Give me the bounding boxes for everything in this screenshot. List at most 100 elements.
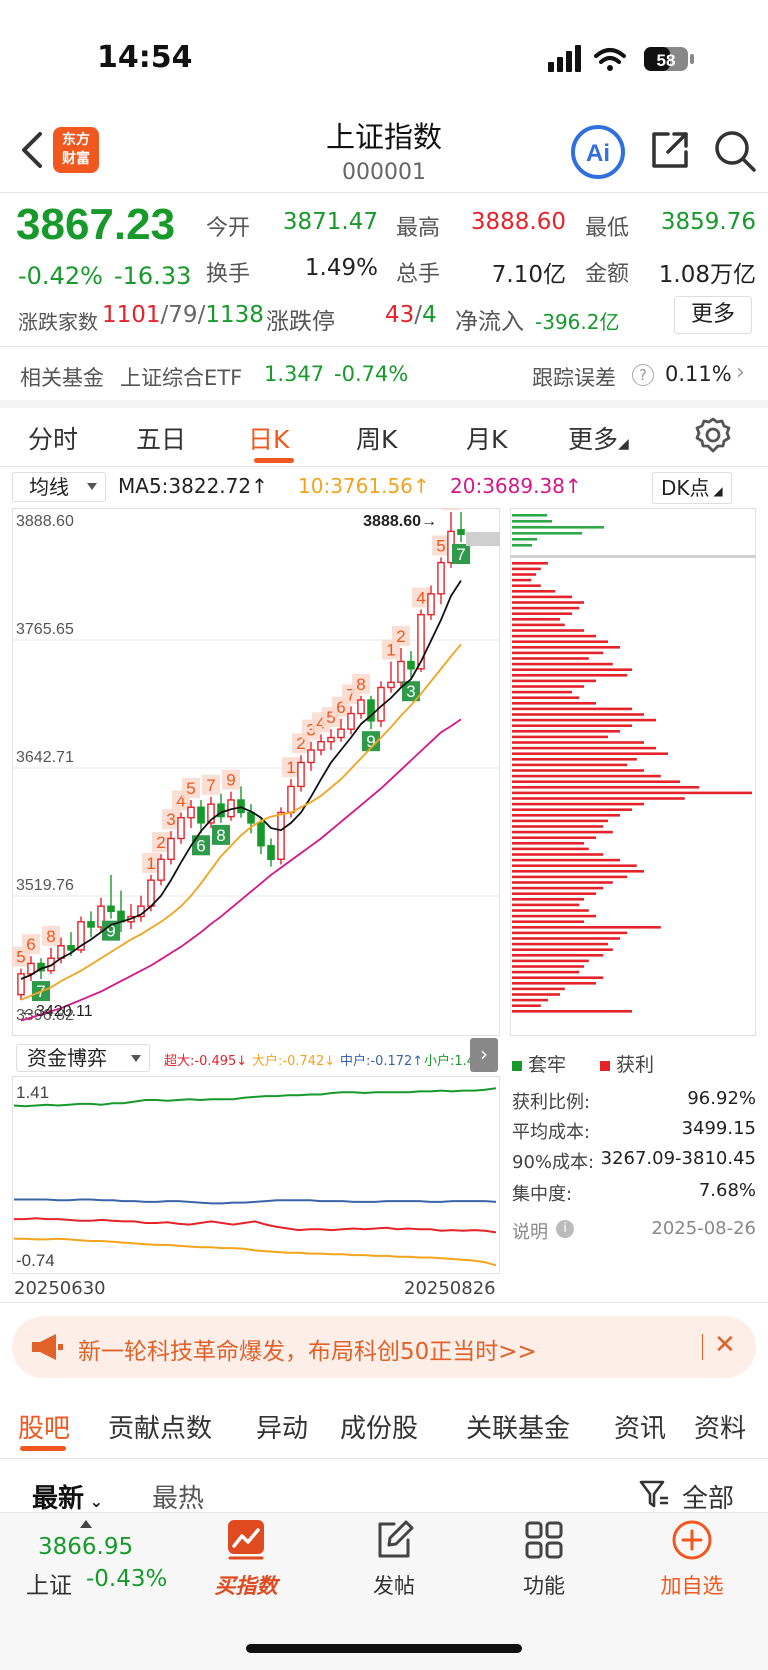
- caret-up-icon[interactable]: [80, 1520, 92, 1528]
- search-icon[interactable]: [712, 128, 758, 174]
- tab-monthly-k[interactable]: 月K: [466, 425, 508, 454]
- net-inflow-value: -396.2亿: [535, 310, 620, 334]
- net-inflow-label: 净流入: [455, 309, 524, 335]
- chip-bar-profit: [512, 713, 644, 716]
- candle-body: [267, 845, 275, 861]
- post-button[interactable]: 发帖: [334, 1518, 454, 1600]
- chip-bar-profit: [512, 976, 604, 979]
- info-icon[interactable]: i: [556, 1220, 574, 1238]
- filter-icon[interactable]: [638, 1478, 670, 1510]
- date-start: 20250630: [14, 1278, 106, 1299]
- y-tick-label: 3765.65: [16, 621, 74, 638]
- divider: [0, 466, 768, 467]
- chip-bar-profit: [512, 802, 644, 806]
- chip-bar-profit: [512, 752, 668, 755]
- avg-cost-label: 平均成本:: [512, 1122, 591, 1143]
- divider: [702, 1334, 703, 1360]
- nav-percent[interactable]: -0.43%: [86, 1566, 168, 1592]
- help-icon[interactable]: ?: [632, 364, 654, 386]
- candle-body: [297, 761, 305, 788]
- limit-label: 涨跌停: [266, 309, 335, 335]
- chip-bar-profit: [512, 920, 584, 923]
- y-tick-label: 3642.71: [16, 749, 74, 766]
- app-logo[interactable]: 东方 财富: [53, 127, 99, 173]
- chip-note[interactable]: 说明: [512, 1222, 548, 1243]
- chip-bar-profit: [512, 797, 685, 800]
- chip-bar-trap: [512, 544, 532, 547]
- chip-bar-profit: [512, 914, 596, 918]
- open-value: 3871.47: [282, 209, 378, 235]
- chevron-right-icon[interactable]: ›: [736, 360, 745, 385]
- more-button[interactable]: 更多: [674, 296, 752, 334]
- tab-guba[interactable]: 股吧: [18, 1414, 71, 1444]
- td-marker-label: 4: [416, 588, 425, 607]
- flow-line-mid: [14, 1198, 497, 1205]
- td-marker-bg: [352, 673, 370, 694]
- sort-latest[interactable]: 最新 ⌄: [32, 1484, 103, 1514]
- buy-index-button[interactable]: 买指数: [186, 1518, 306, 1600]
- chip-bar-profit: [512, 926, 661, 929]
- td-marker-bg: [142, 852, 160, 873]
- chip-bar-profit: [512, 780, 680, 783]
- tab-intraday[interactable]: 分时: [28, 425, 79, 454]
- chip-bar-profit: [512, 791, 752, 795]
- tab-related-funds[interactable]: 关联基金: [466, 1414, 571, 1444]
- chip-bar-profit: [512, 987, 565, 991]
- nav-index-label[interactable]: 上证: [26, 1573, 72, 1599]
- fund-flow-select[interactable]: 资金博弈: [16, 1044, 150, 1072]
- filter-all[interactable]: 全部: [682, 1484, 735, 1514]
- candle-body: [457, 529, 465, 535]
- tab-five-day[interactable]: 五日: [136, 425, 187, 454]
- ma20-value: 20:3689.38↑: [450, 474, 582, 498]
- chip-bar-profit: [512, 741, 644, 744]
- tab-constituents[interactable]: 成份股: [340, 1414, 419, 1444]
- add-watchlist-button[interactable]: 加自选: [632, 1518, 752, 1600]
- chip-bar-profit: [512, 954, 604, 957]
- tab-more[interactable]: 更多◢: [568, 425, 629, 454]
- dk-point-button[interactable]: DK点 ◢: [652, 472, 732, 504]
- td-marker-label: 5: [326, 708, 335, 727]
- share-icon[interactable]: [648, 128, 692, 172]
- functions-button[interactable]: 功能: [484, 1518, 604, 1600]
- td-marker-label: 3: [406, 682, 415, 701]
- chip-bar-profit: [512, 668, 632, 671]
- nav-price[interactable]: 3866.95: [38, 1534, 134, 1560]
- chip-bar-profit: [512, 948, 613, 951]
- ma-indicator-select[interactable]: 均线: [12, 472, 106, 502]
- td-marker-bg: [412, 587, 430, 608]
- td-marker-label: 6: [196, 836, 205, 855]
- close-icon[interactable]: ✕: [714, 1330, 736, 1360]
- chip-bar-profit: [512, 746, 656, 750]
- tab-movement[interactable]: 异动: [256, 1414, 309, 1444]
- tab-news[interactable]: 资讯: [614, 1414, 667, 1444]
- volume-value: 7.10亿: [491, 262, 566, 288]
- sort-hot[interactable]: 最热: [152, 1484, 205, 1514]
- tab-daily-k[interactable]: 日K: [248, 425, 290, 454]
- promo-banner-text[interactable]: 新一轮科技革命爆发，布局科创50正当时>>: [78, 1339, 537, 1365]
- related-fund-name[interactable]: 上证综合ETF: [120, 366, 243, 390]
- chevron-right-icon[interactable]: ›: [470, 1038, 498, 1072]
- td-marker-bg: [192, 835, 210, 856]
- promo-banner[interactable]: [12, 1316, 756, 1378]
- td-marker-label: 6: [336, 698, 345, 717]
- candle-body: [187, 806, 195, 819]
- td-marker-label: 2: [296, 734, 305, 753]
- tab-weekly-k[interactable]: 周K: [356, 425, 398, 454]
- tab-profile[interactable]: 资料: [694, 1414, 747, 1444]
- candle-body: [347, 712, 355, 730]
- ai-assistant-icon[interactable]: Ai: [570, 124, 626, 180]
- concentration-label: 集中度:: [512, 1184, 573, 1205]
- tab-contribution[interactable]: 贡献点数: [108, 1414, 213, 1444]
- home-indicator: [246, 1644, 522, 1653]
- candle-body: [277, 811, 285, 861]
- gear-icon[interactable]: [694, 416, 732, 454]
- chip-bar-profit: [512, 814, 620, 817]
- td-marker-bg: [452, 544, 470, 565]
- chip-bar-profit: [512, 875, 628, 879]
- td-marker-label: 9: [366, 732, 375, 751]
- chip-bar-profit: [512, 646, 620, 649]
- chip-bar-profit: [512, 830, 613, 834]
- td-marker-label: 6: [446, 508, 455, 510]
- back-icon[interactable]: [16, 128, 50, 172]
